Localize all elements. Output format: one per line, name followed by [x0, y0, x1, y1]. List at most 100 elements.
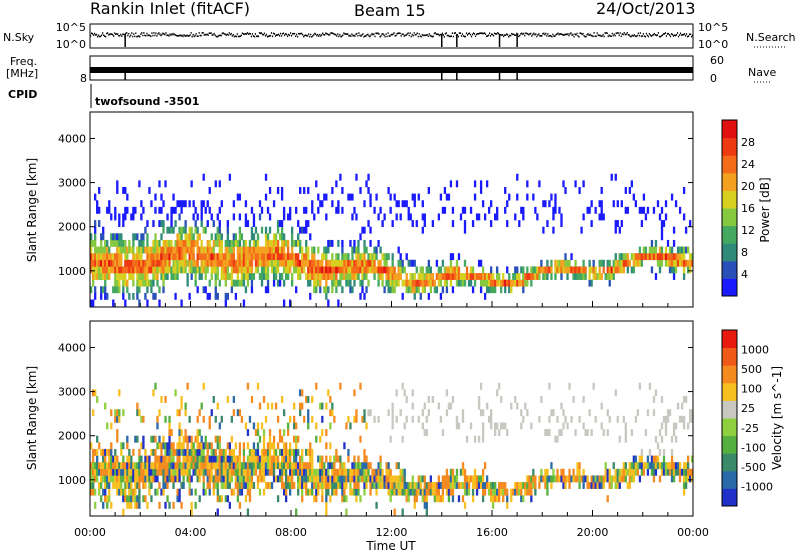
data-cell: [236, 468, 240, 476]
data-cell: [100, 292, 103, 300]
data-cell: [108, 273, 111, 280]
data-cell: [286, 266, 290, 274]
data-cell: [178, 455, 181, 463]
nsky-point: [168, 35, 170, 37]
data-cell: [389, 468, 392, 476]
data-cell: [158, 246, 161, 254]
data-cell: [228, 246, 231, 254]
data-cell: [224, 239, 227, 247]
data-cell: [212, 220, 215, 228]
data-cell: [176, 455, 179, 463]
data-cell: [244, 475, 248, 483]
data-cell: [449, 488, 453, 496]
data-cell: [226, 259, 229, 267]
nsky-point: [393, 32, 395, 34]
data-cell: [222, 468, 225, 476]
data-cell: [638, 206, 642, 214]
data-cell: [481, 422, 485, 430]
nsky-point: [616, 32, 618, 34]
data-cell: [186, 455, 189, 463]
data-cell: [652, 475, 656, 483]
data-cell: [210, 213, 213, 221]
data-cell: [144, 468, 147, 476]
data-cell: [188, 415, 191, 423]
data-cell: [240, 253, 244, 261]
data-cell: [174, 259, 177, 267]
data-cell: [248, 462, 252, 470]
data-cell: [276, 239, 280, 247]
data-cell: [357, 259, 360, 267]
data-cell: [319, 286, 322, 294]
data-cell: [148, 462, 151, 470]
data-cell: [514, 213, 517, 221]
data-cell: [176, 253, 179, 261]
nsky-point: [496, 33, 498, 35]
data-cell: [590, 475, 593, 483]
data-cell: [477, 475, 481, 483]
data-cell: [333, 259, 336, 267]
data-cell: [164, 259, 167, 267]
data-cell: [588, 273, 591, 280]
data-cell: [114, 253, 117, 261]
nsky-point: [367, 33, 369, 36]
data-cell: [124, 279, 127, 287]
data-cell: [230, 435, 234, 443]
nsky-point: [123, 33, 125, 36]
nsky-point: [443, 35, 445, 38]
data-cell: [548, 429, 551, 437]
data-cell: [315, 488, 318, 496]
data-cell: [576, 475, 579, 483]
data-cell: [262, 455, 266, 463]
data-cell: [288, 475, 292, 483]
data-cell: [102, 266, 105, 274]
nsky-point: [447, 34, 449, 37]
data-cell: [172, 482, 175, 489]
data-cell: [252, 448, 256, 456]
data-cell: [377, 259, 380, 267]
data-cell: [343, 273, 346, 280]
nsky-point: [300, 32, 302, 35]
data-cell: [309, 233, 312, 241]
data-cell: [230, 266, 234, 274]
data-cell: [188, 448, 191, 456]
data-cell: [118, 389, 121, 397]
data-cell: [244, 253, 248, 261]
nsky-point: [624, 33, 626, 36]
data-cell: [138, 468, 141, 476]
data-cell: [423, 495, 426, 503]
data-cell: [542, 200, 545, 208]
data-cell: [457, 279, 461, 287]
data-cell: [102, 501, 105, 509]
data-cell: [206, 253, 209, 261]
data-cell: [244, 220, 248, 228]
data-cell: [160, 220, 163, 228]
data-cell: [132, 253, 135, 261]
data-cell: [357, 482, 360, 489]
data-cell: [431, 488, 435, 496]
nsky-point: [303, 35, 305, 38]
data-cell: [291, 259, 294, 267]
data-cell: [272, 259, 276, 267]
data-cell: [644, 462, 648, 470]
data-cell: [276, 475, 280, 483]
data-cell: [355, 173, 358, 181]
nsky-point: [410, 35, 412, 38]
data-cell: [574, 259, 577, 267]
data-cell: [652, 246, 656, 254]
data-cell: [252, 246, 256, 254]
nsky-point: [288, 34, 291, 37]
data-cell: [136, 409, 139, 417]
nsky-point: [105, 35, 107, 38]
data-cell: [293, 259, 296, 267]
nsky-point: [113, 35, 115, 37]
data-cell: [449, 279, 453, 287]
data-cell: [240, 266, 244, 274]
data-cell: [152, 462, 155, 470]
data-cell: [399, 259, 402, 267]
data-cell: [180, 246, 183, 254]
data-cell: [106, 468, 109, 476]
data-cell: [96, 253, 99, 261]
data-cell: [224, 475, 227, 483]
data-cell: [435, 286, 439, 294]
data-cell: [489, 415, 493, 423]
